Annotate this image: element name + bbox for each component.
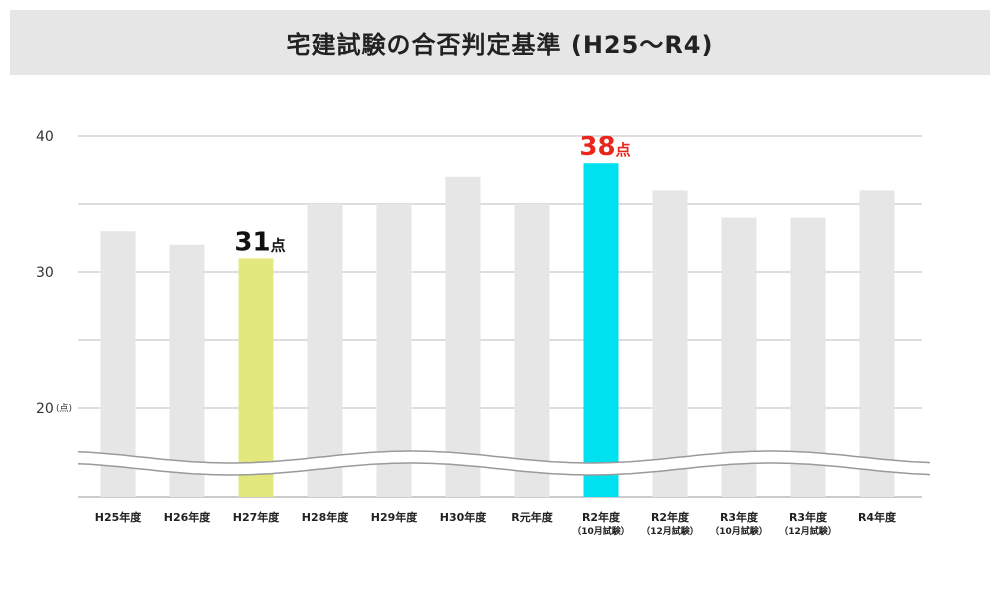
bar <box>100 231 136 497</box>
x-tick-sublabel: （10月試験） <box>710 525 768 537</box>
bar <box>169 244 205 497</box>
axis-break-line <box>77 450 931 464</box>
x-tick-label: H27年度 <box>233 510 281 524</box>
data-label-unit: 点 <box>616 141 631 159</box>
bar <box>859 190 895 497</box>
x-tick-sublabel: （12月試験） <box>641 525 699 537</box>
bar <box>721 217 757 497</box>
x-tick-sublabel: （10月試験） <box>572 525 630 537</box>
x-tick-label: H25年度 <box>95 510 143 524</box>
x-tick-label: R2年度 <box>582 510 621 524</box>
data-label-value: 31 <box>234 227 270 257</box>
x-tick-label: H30年度 <box>440 510 488 524</box>
bar <box>514 204 550 497</box>
data-label-value: 38 <box>579 132 615 162</box>
x-tick-label: R3年度 <box>789 510 828 524</box>
data-label: 31点 <box>234 227 285 257</box>
chart-title: 宅建試験の合否判定基準 (H25〜R4) <box>286 31 714 59</box>
x-tick-label: R3年度 <box>720 510 759 524</box>
bar <box>445 176 481 498</box>
data-label-unit: 点 <box>271 236 286 254</box>
x-tick-label: H26年度 <box>164 510 212 524</box>
x-tick-label: R2年度 <box>651 510 690 524</box>
y-tick-label: 20 <box>36 401 54 417</box>
y-axis-unit: (点) <box>56 403 72 414</box>
x-tick-sublabel: （12月試験） <box>779 525 837 537</box>
bar <box>652 190 688 497</box>
axis-break-band <box>78 451 930 475</box>
x-tick-label: H28年度 <box>302 510 350 524</box>
bar <box>376 204 412 497</box>
x-tick-label: R4年度 <box>858 510 897 524</box>
bar <box>307 204 343 497</box>
bar <box>238 258 274 497</box>
data-label: 38点 <box>579 132 630 162</box>
y-tick-label: 40 <box>36 129 54 145</box>
y-tick-label: 30 <box>36 265 54 281</box>
x-tick-label: H29年度 <box>371 510 419 524</box>
x-tick-label: R元年度 <box>511 510 553 524</box>
chart-title-bar: 宅建試験の合否判定基準 (H25〜R4) <box>10 10 990 75</box>
axis-break-line <box>77 462 931 476</box>
bar <box>583 163 619 497</box>
bar <box>790 217 826 497</box>
